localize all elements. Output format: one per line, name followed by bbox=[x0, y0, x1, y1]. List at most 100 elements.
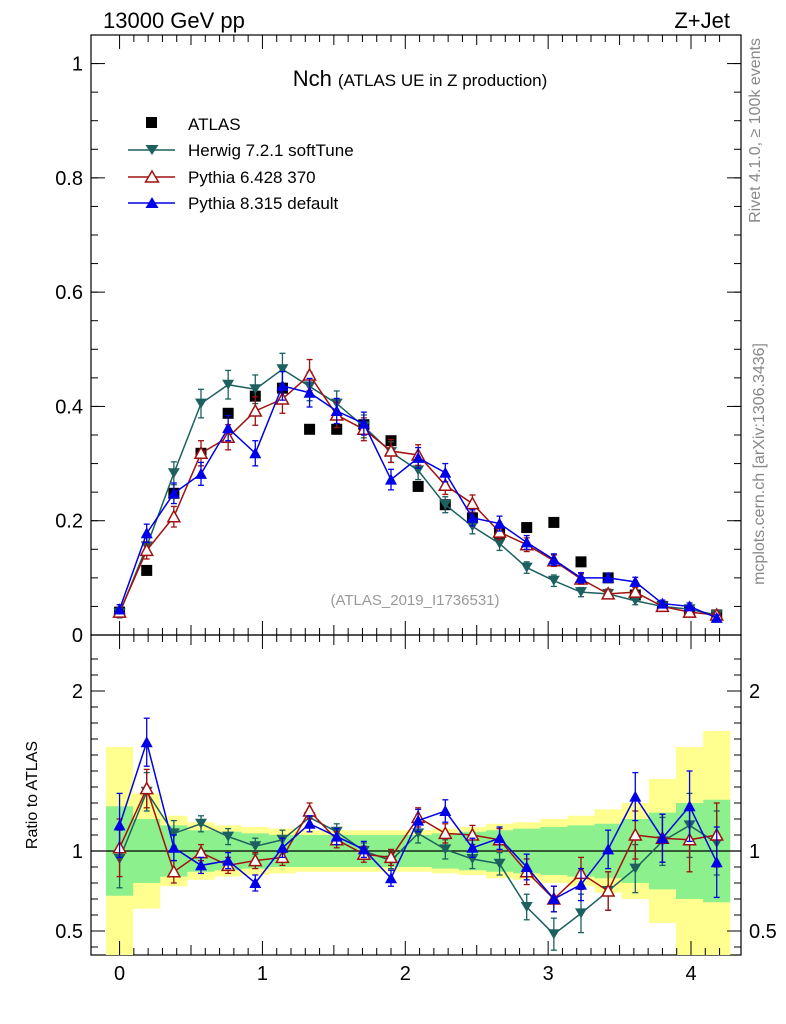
ratio-point-pythia-6-428-370 bbox=[438, 825, 453, 840]
main-point-herwig-7-2-1-softtune bbox=[195, 398, 207, 409]
main-point-pythia-8-315-default bbox=[276, 379, 289, 391]
main-point-pythia-8-315-default bbox=[466, 511, 479, 523]
legend-marker-pythia8 bbox=[145, 197, 159, 208]
legend-label-pythia8: Pythia 8.315 default bbox=[188, 194, 339, 213]
main-point-pythia-6-428-370 bbox=[166, 509, 182, 523]
main-point-pythia-8-315-default bbox=[385, 473, 397, 485]
ratio-point-pythia-8-315-default bbox=[683, 800, 696, 812]
ratio-ytick-label: 1 bbox=[72, 841, 83, 863]
legend-marker-atlas bbox=[146, 117, 157, 128]
ratio-point-herwig-7-2-1-softtune bbox=[195, 818, 207, 829]
ratio-point-herwig-7-2-1-softtune bbox=[167, 828, 180, 839]
main-series-marks bbox=[112, 352, 724, 623]
ratio-point-pythia-8-315-default bbox=[547, 893, 560, 904]
ratio-xtick-label: 0 bbox=[114, 963, 125, 985]
main-point-pythia-6-428-370 bbox=[600, 586, 616, 600]
ratio-panel-frame bbox=[90, 634, 742, 956]
analysis-label: (ATLAS_2019_I1736531) bbox=[330, 592, 499, 609]
ratio-xtick-label: 1 bbox=[257, 963, 268, 985]
ratio-point-pythia-6-428-370 bbox=[628, 827, 643, 841]
legend-label-herwig: Herwig 7.2.1 softTune bbox=[188, 141, 354, 160]
main-line-pythia-8-315-default bbox=[118, 384, 718, 619]
main-point-herwig-7-2-1-softtune bbox=[493, 538, 506, 549]
legend-marker-pythia6 bbox=[144, 169, 160, 183]
ratio-ytick-label-right: 2 bbox=[749, 681, 760, 703]
ratio-point-pythia-8-315-default bbox=[249, 877, 262, 888]
ratio-xtick-label: 4 bbox=[685, 963, 696, 985]
ratio-series-pythia-8-315-default bbox=[113, 717, 723, 913]
ratio-point-pythia-8-315-default bbox=[602, 843, 615, 855]
main-point-pythia-8-315-default bbox=[140, 527, 153, 539]
main-point-herwig-7-2-1-softtune bbox=[520, 562, 533, 573]
ratio-point-herwig-7-2-1-softtune bbox=[222, 831, 235, 842]
main-ytick-label: 1 bbox=[72, 54, 83, 76]
main-point-herwig-7-2-1-softtune bbox=[276, 364, 289, 375]
process-label: Z+Jet bbox=[674, 8, 730, 33]
ratio-ytick-label: 2 bbox=[72, 681, 83, 703]
ratio-point-pythia-6-428-370 bbox=[248, 853, 263, 867]
main-point-pythia-8-315-default bbox=[357, 417, 370, 429]
ratio-point-pythia-8-315-default bbox=[412, 814, 425, 826]
ratio-point-herwig-7-2-1-softtune bbox=[466, 854, 479, 864]
main-point-pythia-8-315-default bbox=[439, 466, 452, 478]
main-point-herwig-7-2-1-softtune bbox=[575, 587, 587, 598]
axes: 0 0.2 0.4 0.6 0.8 1 0 1 2 3 4 0.5 0.5 1 1 2 2 bbox=[55, 35, 777, 985]
main-point-herwig-7-2-1-softtune bbox=[439, 499, 452, 510]
main-series-pythia-8-315-default bbox=[113, 370, 723, 623]
plot-title-main: Nch bbox=[293, 66, 332, 91]
ratio-point-pythia-8-315-default bbox=[656, 832, 669, 844]
main-point-herwig-7-2-1-softtune bbox=[222, 379, 235, 390]
ratio-point-pythia-8-315-default bbox=[493, 832, 506, 844]
main-ytick-label: 0.8 bbox=[55, 168, 83, 190]
mcplots-source-label: mcplots.cern.ch [arXiv:1306.3436] bbox=[751, 343, 768, 585]
main-point-pythia-6-428-370 bbox=[383, 443, 399, 457]
main-point-pythia-8-315-default bbox=[710, 611, 723, 623]
main-point-pythia-8-315-default bbox=[575, 571, 587, 583]
main-point-atlas bbox=[548, 516, 560, 528]
ratio-ylabel: Ratio to ATLAS bbox=[24, 741, 41, 849]
legend-marker-herwig bbox=[145, 145, 159, 155]
main-point-herwig-7-2-1-softtune bbox=[167, 468, 180, 479]
main-point-pythia-8-315-default bbox=[303, 386, 316, 398]
main-point-atlas bbox=[331, 423, 343, 435]
ratio-point-pythia-8-315-default bbox=[222, 854, 235, 866]
ratio-point-pythia-8-315-default bbox=[330, 830, 343, 842]
ratio-point-herwig-7-2-1-softtune bbox=[412, 828, 425, 839]
main-point-pythia-6-428-370 bbox=[465, 496, 480, 510]
ratio-point-pythia-8-315-default bbox=[710, 856, 723, 868]
ratio-series-marks bbox=[112, 717, 724, 951]
ratio-point-pythia-8-315-default bbox=[357, 843, 370, 855]
ratio-point-pythia-6-428-370 bbox=[139, 781, 154, 795]
ratio-point-herwig-7-2-1-softtune bbox=[520, 902, 533, 912]
ratio-point-pythia-8-315-default bbox=[466, 841, 479, 853]
ratio-point-pythia-8-315-default bbox=[167, 841, 180, 853]
legend-label-pythia6: Pythia 6.428 370 bbox=[188, 168, 316, 187]
main-line-pythia-6-428-370 bbox=[118, 373, 717, 616]
main-point-herwig-7-2-1-softtune bbox=[547, 575, 560, 586]
main-point-atlas bbox=[304, 423, 316, 435]
main-point-atlas bbox=[141, 564, 153, 576]
ratio-point-herwig-7-2-1-softtune bbox=[629, 863, 642, 874]
ratio-xtick-label: 2 bbox=[400, 963, 411, 985]
plot-title: Nch (ATLAS UE in Z production) bbox=[293, 66, 548, 91]
main-point-atlas bbox=[575, 556, 587, 568]
main-point-pythia-8-315-default bbox=[656, 597, 669, 609]
main-point-pythia-8-315-default bbox=[249, 447, 262, 459]
main-point-pythia-8-315-default bbox=[412, 451, 425, 463]
main-point-pythia-8-315-default bbox=[222, 422, 235, 434]
main-point-pythia-6-428-370 bbox=[139, 542, 154, 557]
ratio-xtick-label: 3 bbox=[543, 963, 554, 985]
main-ytick-label: 0.4 bbox=[55, 396, 83, 418]
ratio-point-pythia-6-428-370 bbox=[302, 803, 317, 817]
main-ytick-label: 0.6 bbox=[55, 282, 83, 304]
main-point-atlas bbox=[521, 522, 533, 534]
ratio-point-pythia-8-315-default bbox=[113, 819, 126, 831]
main-point-pythia-8-315-default bbox=[493, 517, 506, 529]
main-point-pythia-6-428-370 bbox=[438, 477, 453, 492]
main-point-pythia-8-315-default bbox=[547, 553, 560, 565]
main-point-pythia-8-315-default bbox=[330, 405, 343, 416]
main-ytick-label: 0.2 bbox=[55, 511, 83, 533]
main-ytick-label: 0 bbox=[72, 625, 83, 647]
ratio-point-pythia-6-428-370 bbox=[166, 864, 182, 878]
